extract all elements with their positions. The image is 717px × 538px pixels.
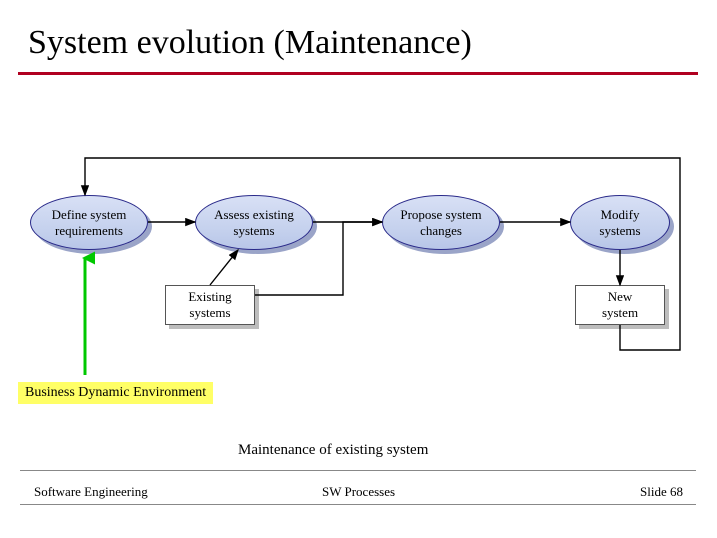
rect-existing-systems: Existingsystems [165,285,255,325]
oval-assess-systems: Assess existingsystems [195,195,313,250]
footer-line-bottom [20,504,696,505]
oval-propose-changes: Propose systemchanges [382,195,500,250]
oval-label: Modifysystems [599,207,640,238]
flow-diagram: Define systemrequirements Assess existin… [30,150,690,360]
oval-modify-systems: Modifysystems [570,195,670,250]
rect-label: Existingsystems [188,289,231,320]
page-title: System evolution (Maintenance) [28,24,472,62]
annotation-business-env: Business Dynamic Environment [18,382,213,404]
oval-label: Assess existingsystems [214,207,294,238]
title-underline [18,72,698,75]
footer-center-text: SW Processes [0,484,717,500]
footer-right-text: Slide 68 [640,484,683,500]
arrow-existing-to-assess [210,250,238,285]
subtitle-maintenance: Maintenance of existing system [238,442,428,459]
oval-define-requirements: Define systemrequirements [30,195,148,250]
oval-label: Define systemrequirements [52,207,127,238]
rect-new-system: Newsystem [575,285,665,325]
oval-label: Propose systemchanges [400,207,481,238]
rect-label: Newsystem [602,289,638,320]
footer-line-top [20,470,696,471]
green-arrow-icon [75,250,95,380]
